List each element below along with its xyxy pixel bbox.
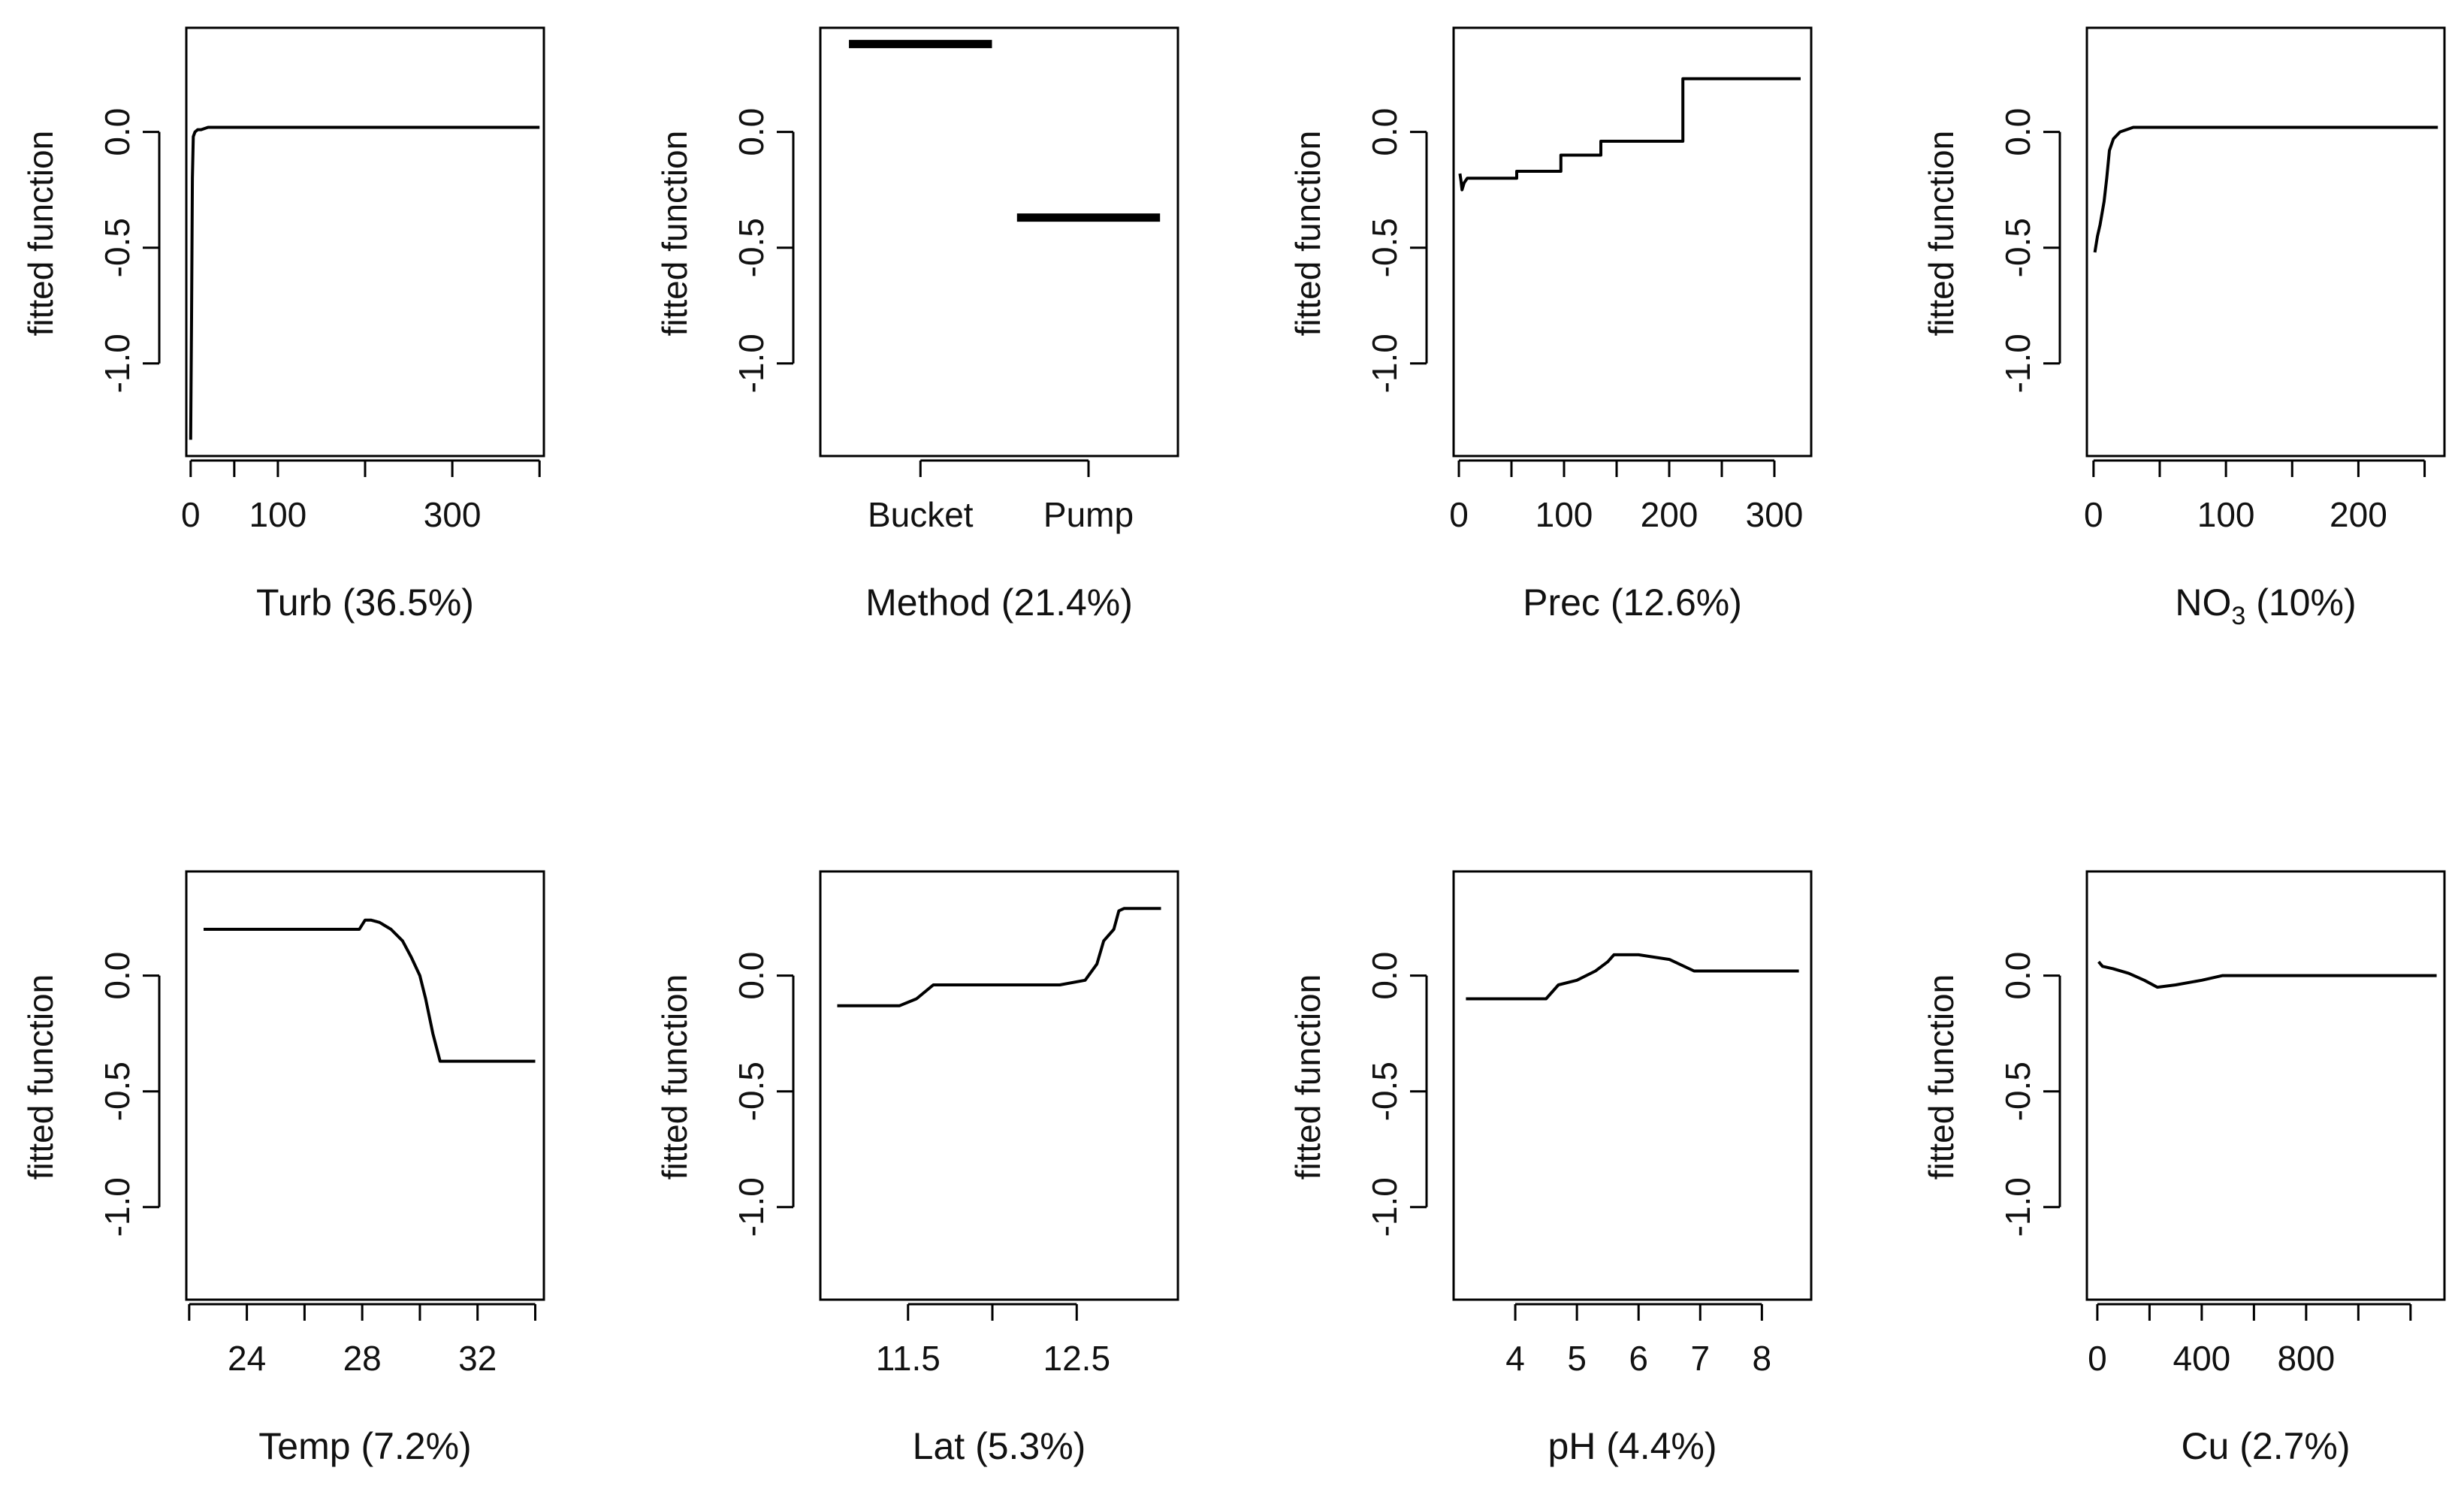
panel-method: -1.0 -0.5 0.0 fitted function Bucket Pump Meth…: [655, 26, 1179, 624]
plot-frame: [2085, 26, 2446, 458]
y-tick-label: -1.0: [1998, 334, 2037, 393]
panel-turb: -1.0 -0.5 0.0 fitted function 0 100 300 Turb (3…: [21, 26, 545, 624]
fitted-curve-turb: [189, 125, 540, 440]
panel-ph: -1.0 -0.5 0.0 fitted function 4 5 6 7 8 pH (4.4%): [1288, 870, 1813, 1467]
x-tick-label: 8: [1753, 1339, 1772, 1378]
y-tick-label: 0.0: [1365, 108, 1404, 156]
x-tick-label: 300: [1746, 495, 1804, 534]
y-axis-label: fitted function: [1922, 131, 1961, 337]
x-tick-label: 28: [343, 1339, 382, 1378]
y-tick-label: -0.5: [98, 218, 137, 277]
plot-frame: [819, 870, 1179, 1301]
x-axis-label: Method (21.4%): [865, 581, 1133, 624]
y-tick-label: -1.0: [1365, 1177, 1404, 1237]
fitted-curve-temp: [204, 918, 536, 1063]
panel-lat: -1.0 -0.5 0.0 fitted function 11.5 12.5 Lat (5…: [655, 870, 1179, 1467]
x-category-label: Pump: [1043, 495, 1134, 534]
x-axis-label: Turb (36.5%): [256, 581, 474, 624]
y-axis-label: fitted function: [1288, 131, 1327, 337]
y-tick-label: 0.0: [98, 952, 137, 1000]
plot-frame: [1452, 870, 1813, 1301]
x-tick-label: 0: [2088, 1339, 2107, 1378]
y-tick-label: -1.0: [1365, 334, 1404, 393]
x-tick-label: 4: [1505, 1339, 1525, 1378]
x-tick-label: 100: [2197, 495, 2255, 534]
y-tick-label: 0.0: [1365, 952, 1404, 1000]
y-tick-label: -0.5: [1365, 1062, 1404, 1121]
y-axis-label: fitted function: [655, 131, 694, 337]
y-axis-label: fitted function: [1922, 974, 1961, 1180]
panel-cu: -1.0 -0.5 0.0 fitted function 0 400 800 Cu (2.7…: [1922, 870, 2446, 1467]
y-tick-label: -0.5: [1998, 218, 2037, 277]
y-tick-label: -0.5: [732, 1062, 771, 1121]
y-tick-label: -0.5: [98, 1062, 137, 1121]
x-tick-label: 100: [1535, 495, 1593, 534]
x-tick-label: 200: [2330, 495, 2387, 534]
y-tick-label: -1.0: [98, 334, 137, 393]
fitted-curve-no3: [2093, 125, 2438, 253]
panel-temp: -1.0 -0.5 0.0 fitted function 24 28 32 Temp (7.…: [21, 870, 545, 1467]
y-axis-label: fitted function: [21, 974, 60, 1180]
x-axis-label: Lat (5.3%): [913, 1425, 1086, 1467]
x-tick-label: 24: [228, 1339, 266, 1378]
y-tick-label: -0.5: [1365, 218, 1404, 277]
fitted-curve-lat: [837, 907, 1161, 1007]
plot-frame: [819, 26, 1179, 458]
x-tick-label: 11.5: [876, 1339, 941, 1378]
y-tick-label: 0.0: [1998, 952, 2037, 1000]
x-category-label: Bucket: [868, 495, 974, 534]
y-tick-label: -0.5: [732, 218, 771, 277]
y-tick-label: -0.5: [1998, 1062, 2037, 1121]
y-axis-label: fitted function: [1288, 974, 1327, 1180]
x-tick-label: 0: [181, 495, 201, 534]
x-axis-label: Temp (7.2%): [258, 1425, 471, 1467]
plot-frame: [185, 26, 545, 458]
x-axis-label: pH (4.4%): [1548, 1425, 1717, 1467]
x-tick-label: 6: [1629, 1339, 1648, 1378]
y-tick-label: -1.0: [732, 334, 771, 393]
fitted-curve-ph: [1466, 953, 1799, 1001]
x-tick-label: 5: [1567, 1339, 1587, 1378]
plot-frame: [185, 870, 545, 1301]
x-axis-label: NO3 (10%): [2175, 581, 2356, 630]
x-axis-label: Cu (2.7%): [2181, 1425, 2350, 1467]
x-tick-label: 200: [1641, 495, 1699, 534]
x-tick-label: 12.5: [1043, 1339, 1111, 1378]
x-tick-label: 300: [424, 495, 482, 534]
y-tick-label: -1.0: [732, 1177, 771, 1237]
panel-no3: -1.0 -0.5 0.0 fitted function 0 100 200 NO3 (10…: [1922, 26, 2446, 630]
panel-prec: -1.0 -0.5 0.0 fitted function 0 100 200 300 Prec…: [1288, 26, 1813, 624]
x-tick-label: 400: [2173, 1339, 2231, 1378]
y-tick-label: -1.0: [1998, 1177, 2037, 1237]
y-tick-label: 0.0: [732, 108, 771, 156]
x-tick-label: 100: [249, 495, 307, 534]
y-tick-label: 0.0: [732, 952, 771, 1000]
y-tick-label: 0.0: [1998, 108, 2037, 156]
y-axis-label: fitted function: [21, 131, 60, 337]
plot-frame: [1452, 26, 1813, 458]
plot-frame: [2085, 870, 2446, 1301]
x-tick-label: 32: [458, 1339, 497, 1378]
x-axis-label: Prec (12.6%): [1523, 581, 1742, 624]
fitted-curve-cu: [2097, 960, 2437, 989]
y-axis-label: fitted function: [655, 974, 694, 1180]
x-tick-label: 800: [2277, 1339, 2335, 1378]
x-tick-label: 0: [1449, 495, 1469, 534]
fitted-curve-prec: [1458, 77, 1801, 192]
y-tick-label: 0.0: [98, 108, 137, 156]
x-tick-label: 0: [2084, 495, 2103, 534]
x-tick-label: 7: [1690, 1339, 1710, 1378]
y-tick-label: -1.0: [98, 1177, 137, 1237]
